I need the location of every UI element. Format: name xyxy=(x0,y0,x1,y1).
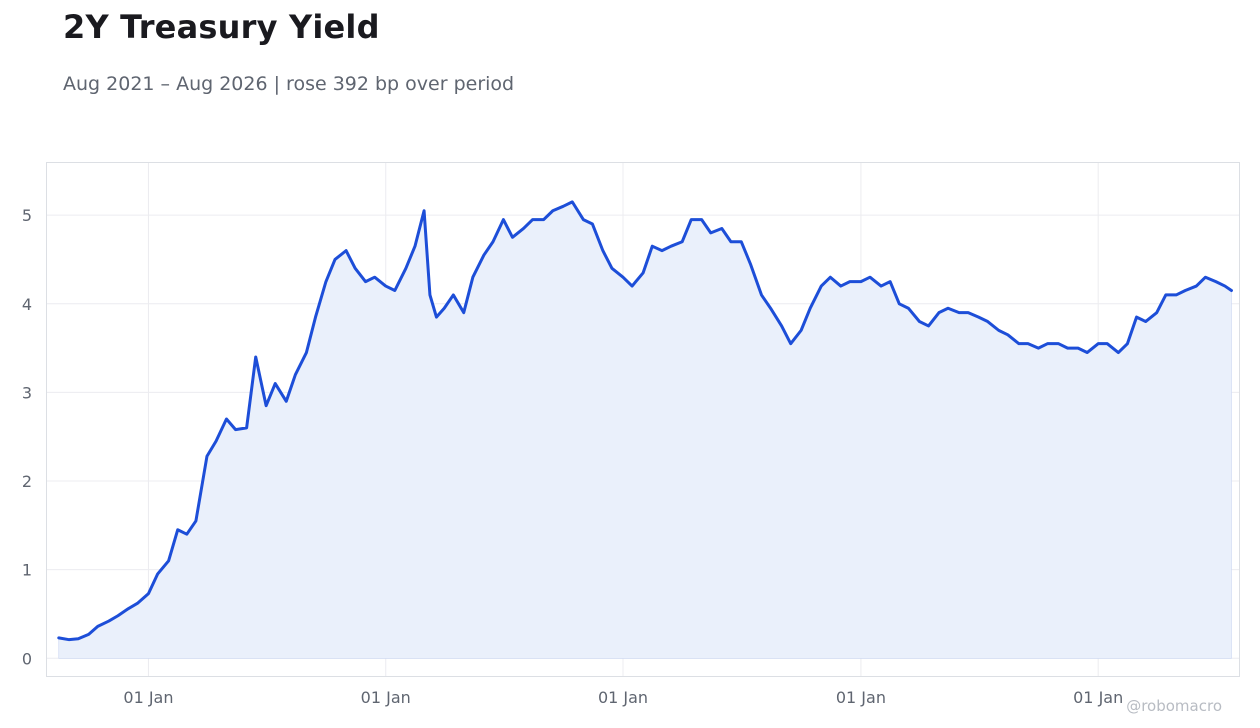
x-axis-ticks: 01 Jan 01 Jan 01 Jan 01 Jan 01 Jan xyxy=(123,688,1123,707)
x-tick-label: 01 Jan xyxy=(361,688,411,707)
chart-subtitle: Aug 2021 – Aug 2026 | rose 392 bp over p… xyxy=(63,73,515,95)
x-tick-label: 01 Jan xyxy=(836,688,886,707)
y-tick-label: 3 xyxy=(22,383,32,402)
y-axis-ticks: 0 1 2 3 4 5 xyxy=(22,206,32,668)
y-tick-label: 5 xyxy=(22,206,32,225)
x-tick-label: 01 Jan xyxy=(1073,688,1123,707)
line-layer xyxy=(57,200,1233,642)
y-tick-label: 4 xyxy=(22,295,32,314)
y-tick-label: 0 xyxy=(22,649,32,668)
y-tick-label: 1 xyxy=(22,561,32,580)
series-line xyxy=(57,200,1233,642)
y-tick-label: 2 xyxy=(22,472,32,491)
chart-title: 2Y Treasury Yield xyxy=(63,8,380,46)
x-tick-label: 01 Jan xyxy=(598,688,648,707)
plot-frame xyxy=(46,162,1240,677)
x-tick-label: 01 Jan xyxy=(123,688,173,707)
watermark: @robomacro xyxy=(1126,697,1222,715)
